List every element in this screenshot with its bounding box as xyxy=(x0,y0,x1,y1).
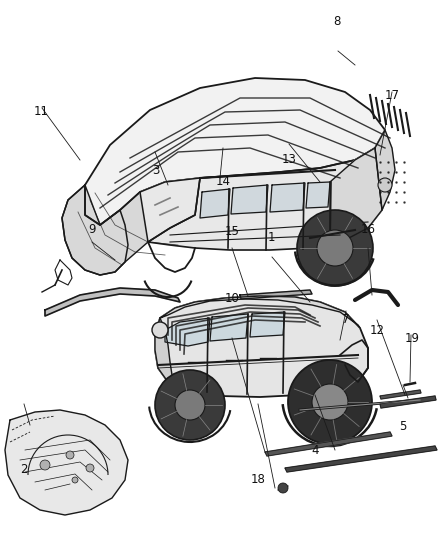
Text: 4: 4 xyxy=(311,444,319,457)
Polygon shape xyxy=(380,396,436,408)
Circle shape xyxy=(155,370,225,440)
Text: 9: 9 xyxy=(88,223,96,236)
Polygon shape xyxy=(148,148,388,250)
Polygon shape xyxy=(155,318,172,382)
Polygon shape xyxy=(140,178,200,242)
Polygon shape xyxy=(5,410,128,515)
Polygon shape xyxy=(250,312,285,337)
Text: 11: 11 xyxy=(34,106,49,118)
Text: 18: 18 xyxy=(251,473,266,486)
Circle shape xyxy=(86,464,94,472)
Polygon shape xyxy=(330,148,382,248)
Circle shape xyxy=(378,178,392,192)
Text: 3: 3 xyxy=(152,164,159,177)
Text: 15: 15 xyxy=(225,225,240,238)
Text: 17: 17 xyxy=(385,90,399,102)
Circle shape xyxy=(312,384,348,420)
Polygon shape xyxy=(375,130,395,210)
Polygon shape xyxy=(265,432,392,456)
Circle shape xyxy=(72,477,78,483)
Text: 7: 7 xyxy=(342,313,350,326)
Text: 10: 10 xyxy=(225,292,240,305)
Circle shape xyxy=(66,451,74,459)
Circle shape xyxy=(288,360,372,444)
Polygon shape xyxy=(62,178,200,275)
Circle shape xyxy=(278,483,288,493)
Polygon shape xyxy=(240,290,312,299)
Text: 14: 14 xyxy=(216,175,231,188)
Polygon shape xyxy=(45,288,180,316)
Circle shape xyxy=(152,322,168,338)
Polygon shape xyxy=(200,189,230,218)
Polygon shape xyxy=(62,185,128,275)
Text: 19: 19 xyxy=(404,332,419,345)
Text: 5: 5 xyxy=(399,420,406,433)
Polygon shape xyxy=(231,185,268,214)
Polygon shape xyxy=(285,446,437,472)
Text: 13: 13 xyxy=(282,154,297,166)
Circle shape xyxy=(297,210,373,286)
Polygon shape xyxy=(155,296,368,397)
Circle shape xyxy=(175,390,205,420)
Polygon shape xyxy=(165,318,210,346)
Polygon shape xyxy=(85,78,385,225)
Text: 2: 2 xyxy=(20,463,28,475)
Text: 1: 1 xyxy=(268,231,276,244)
Polygon shape xyxy=(210,314,248,341)
Polygon shape xyxy=(306,182,330,208)
Text: 8: 8 xyxy=(334,15,341,28)
Text: 12: 12 xyxy=(369,324,384,337)
Polygon shape xyxy=(160,296,360,328)
Text: 16: 16 xyxy=(360,223,375,236)
Circle shape xyxy=(317,230,353,266)
Polygon shape xyxy=(270,183,305,212)
Circle shape xyxy=(40,460,50,470)
Polygon shape xyxy=(380,390,421,399)
